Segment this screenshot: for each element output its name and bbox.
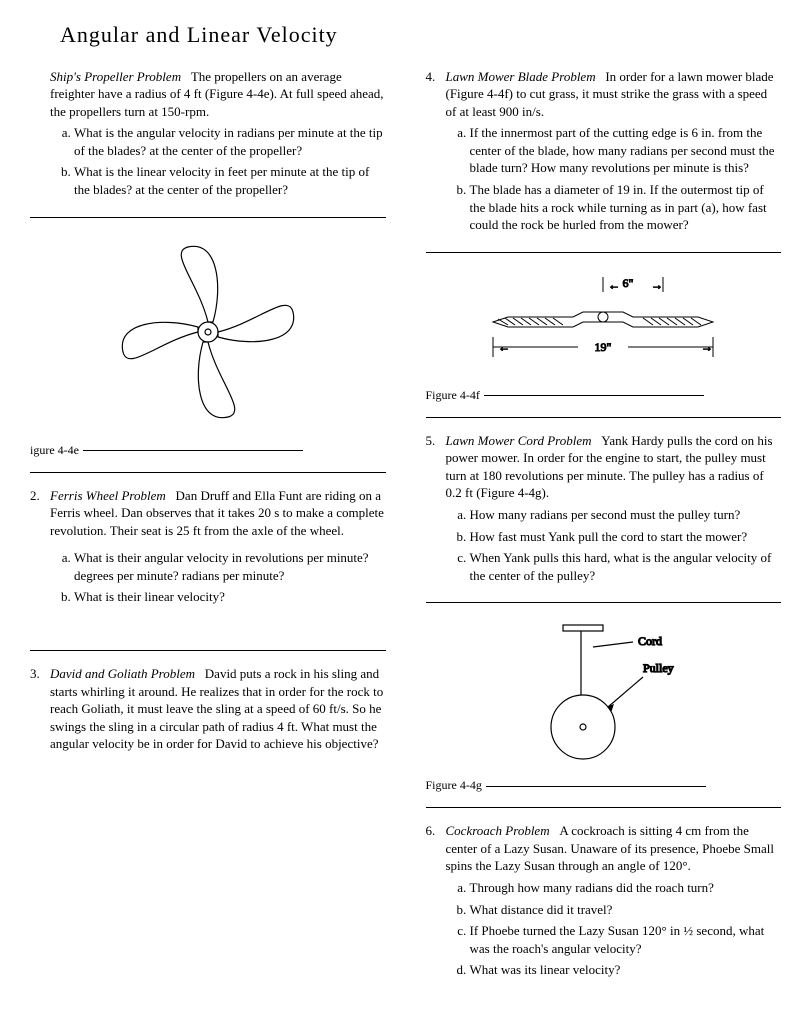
problem-5-c: When Yank pulls this hard, what is the a… <box>470 549 782 584</box>
problem-6-d: What was its linear velocity? <box>470 961 782 979</box>
problem-2-a: What is their angular velocity in revolu… <box>74 549 386 584</box>
problem-6-c: If Phoebe turned the Lazy Susan 120° in … <box>470 922 782 957</box>
problem-4: 4. Lawn Mower Blade Problem In order for… <box>426 68 782 238</box>
dim-6in: 6" <box>623 276 634 290</box>
problem-6-b: What distance did it travel? <box>470 901 782 919</box>
separator <box>30 472 386 473</box>
svg-text:←: ← <box>498 340 510 354</box>
problem-5-title: Lawn Mower Cord Problem <box>446 433 592 448</box>
pulley-label: Pulley <box>643 661 674 675</box>
problem-5-number: 5. <box>426 432 446 588</box>
svg-text:→: → <box>701 340 713 354</box>
figure-4-4f: 6" ← → ← → 19" <box>426 267 782 377</box>
problem-1-title: Ship's Propeller Problem <box>50 69 181 84</box>
separator <box>426 602 782 603</box>
problem-4-number: 4. <box>426 68 446 238</box>
separator <box>426 417 782 418</box>
separator <box>30 217 386 218</box>
problem-1: Ship's Propeller Problem The propellers … <box>30 68 386 203</box>
problem-6-number: 6. <box>426 822 446 982</box>
dim-19in: 19" <box>595 340 612 354</box>
figure-4-4g-label: Figure 4-4g <box>426 777 782 793</box>
figure-4-4e-label: igure 4-4e <box>30 442 386 458</box>
problem-3-title: David and Goliath Problem <box>50 666 195 681</box>
handwritten-title: Angular and Linear Velocity <box>60 20 781 50</box>
problem-1-b: What is the linear velocity in feet per … <box>74 163 386 198</box>
problem-4-b: The blade has a diameter of 19 in. If th… <box>470 181 782 234</box>
problem-2: 2. Ferris Wheel Problem Dan Druff and El… <box>30 487 386 610</box>
problem-5-a: How many radians per second must the pul… <box>470 506 782 524</box>
problem-1-number <box>30 68 50 203</box>
problem-2-number: 2. <box>30 487 50 610</box>
left-column: Ship's Propeller Problem The propellers … <box>30 68 386 993</box>
svg-text:←: ← <box>608 278 620 292</box>
separator <box>426 807 782 808</box>
separator <box>426 252 782 253</box>
problem-3: 3. David and Goliath Problem David puts … <box>30 665 386 753</box>
blade-icon: 6" ← → ← → 19" <box>473 267 733 377</box>
right-column: 4. Lawn Mower Blade Problem In order for… <box>426 68 782 993</box>
figure-4-4e <box>30 232 386 432</box>
problem-6-a: Through how many radians did the roach t… <box>470 879 782 897</box>
figure-4-4f-label-text: Figure 4-4f <box>426 388 480 402</box>
cord-label: Cord <box>638 634 662 648</box>
problem-2-title: Ferris Wheel Problem <box>50 488 166 503</box>
problem-6: 6. Cockroach Problem A cockroach is sitt… <box>426 822 782 982</box>
figure-4-4g-label-text: Figure 4-4g <box>426 778 482 792</box>
figure-4-4g: Cord Pulley <box>426 617 782 767</box>
two-column-layout: Ship's Propeller Problem The propellers … <box>30 68 781 993</box>
problem-3-number: 3. <box>30 665 50 753</box>
figure-4-4f-label: Figure 4-4f <box>426 387 782 403</box>
problem-4-a: If the innermost part of the cutting edg… <box>470 124 782 177</box>
svg-text:→: → <box>651 278 663 292</box>
problem-1-a: What is the angular velocity in radians … <box>74 124 386 159</box>
separator <box>30 650 386 651</box>
problem-5: 5. Lawn Mower Cord Problem Yank Hardy pu… <box>426 432 782 588</box>
problem-4-title: Lawn Mower Blade Problem <box>446 69 596 84</box>
problem-6-title: Cockroach Problem <box>446 823 550 838</box>
problem-2-b: What is their linear velocity? <box>74 588 386 606</box>
problem-5-b: How fast must Yank pull the cord to star… <box>470 528 782 546</box>
pulley-icon: Cord Pulley <box>493 617 713 767</box>
figure-4-4e-label-text: igure 4-4e <box>30 443 79 457</box>
propeller-icon <box>108 232 308 432</box>
